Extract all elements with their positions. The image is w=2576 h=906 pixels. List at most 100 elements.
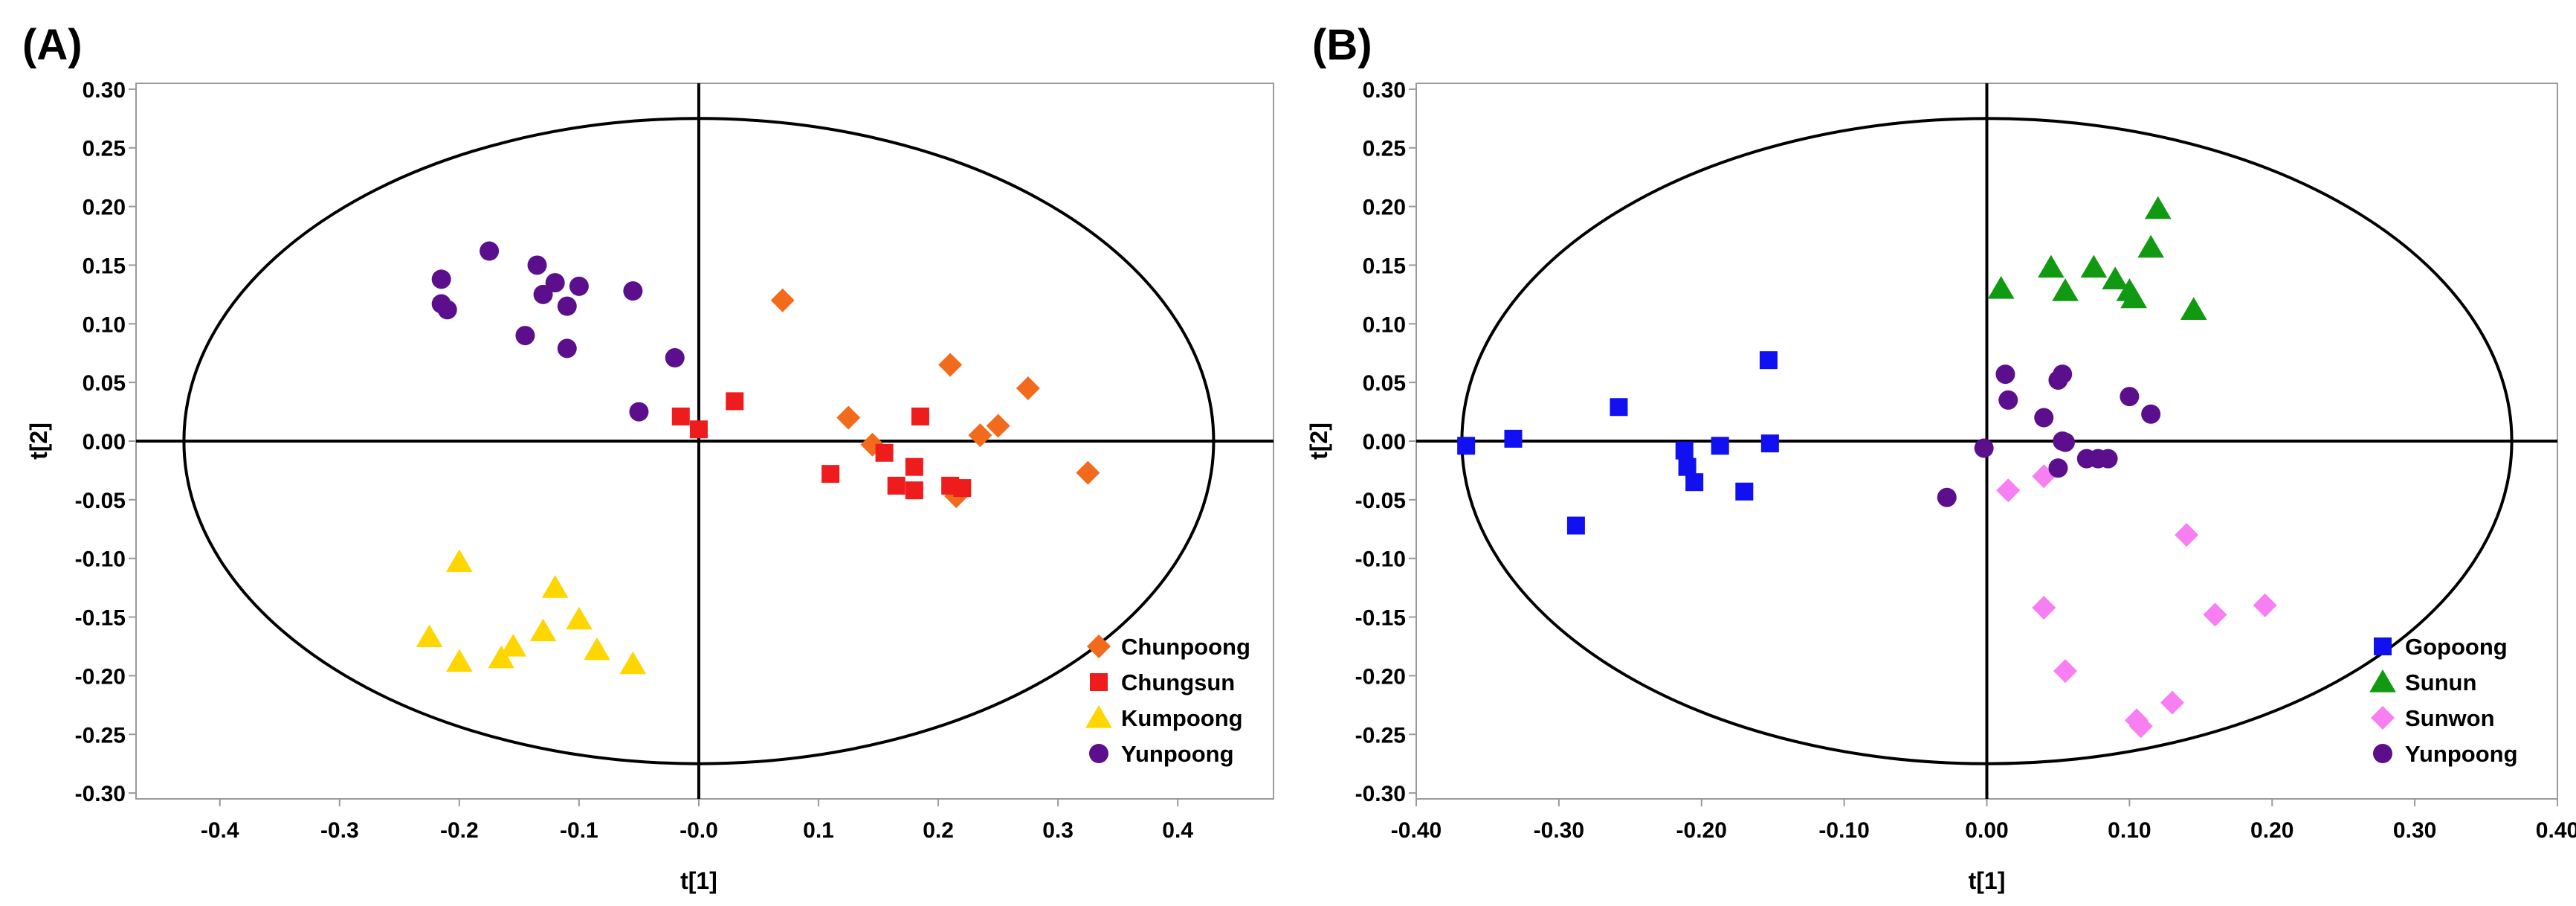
data-point	[905, 457, 923, 476]
data-point	[2088, 449, 2108, 469]
y-tick-label: 0.30	[83, 78, 126, 103]
data-point	[671, 407, 690, 425]
y-tick-label: -0.10	[1355, 547, 1406, 572]
data-point	[1998, 390, 2018, 410]
data-point	[480, 241, 500, 261]
y-tick-label: -0.15	[75, 606, 126, 631]
x-axis-label: t[1]	[1969, 867, 2006, 894]
y-tick-label: 0.20	[1363, 196, 1406, 220]
data-point	[2120, 387, 2140, 407]
data-point	[1675, 441, 1694, 460]
series-gopoong	[1457, 351, 1779, 535]
legend-label: Chungsun	[1121, 669, 1235, 695]
data-point	[416, 624, 443, 647]
data-point	[1987, 275, 2015, 299]
data-point	[1076, 460, 1100, 485]
data-point	[1711, 437, 1729, 455]
x-tick-label: -0.10	[1818, 818, 1869, 843]
legend-marker	[2371, 706, 2395, 730]
x-tick-label: 0.30	[2393, 818, 2436, 843]
x-tick-label: -0.30	[1534, 818, 1584, 843]
series-chunpoong	[770, 288, 1100, 509]
y-tick-label: -0.30	[1355, 782, 1406, 806]
y-tick-label: 0.00	[83, 430, 126, 454]
x-tick-label: 0.20	[2250, 818, 2293, 843]
chart-panel-a: (A)0.30 0.25 0.20 0.15 0.10 0.05 0.00 -0.05 -0.1…	[22, 21, 1274, 894]
legend-label: Chunpoong	[1121, 634, 1250, 660]
legend-marker	[1085, 705, 1112, 728]
legend-label: Sunun	[2405, 669, 2476, 695]
series-sunun	[1987, 196, 2207, 320]
data-point	[1995, 364, 2015, 385]
data-point	[569, 276, 589, 296]
data-point	[515, 326, 535, 346]
y-tick-label: -0.05	[1355, 489, 1406, 513]
series-chungsun	[671, 392, 972, 500]
x-axis-label: t[1]	[680, 867, 717, 894]
y-tick-label: 0.05	[83, 371, 126, 396]
series-kumpoong	[416, 549, 647, 675]
x-tick-label: 0.1	[803, 818, 834, 843]
x-tick-label: 0.2	[923, 818, 954, 843]
x-tick-label: -0.3	[320, 818, 359, 843]
data-point	[623, 281, 643, 301]
data-point	[665, 348, 685, 368]
series-yunpoong	[1937, 364, 2161, 507]
data-point	[545, 273, 565, 293]
data-point	[2137, 234, 2165, 258]
legend-marker	[2373, 744, 2392, 763]
data-point	[533, 284, 553, 304]
data-point	[619, 651, 647, 675]
y-tick-label: -0.15	[1355, 606, 1406, 631]
data-point	[566, 606, 593, 630]
y-tick-label: 0.00	[1363, 430, 1406, 454]
y-tick-label: -0.20	[75, 664, 126, 689]
panel-label: (B)	[1312, 21, 1372, 69]
y-tick-label: 0.15	[1363, 254, 1406, 278]
legend-marker	[1089, 744, 1108, 763]
data-point	[1760, 434, 1779, 453]
legend-label: Yunpoong	[2405, 741, 2518, 767]
y-tick-label: -0.30	[75, 782, 126, 806]
data-point	[875, 443, 894, 462]
data-point	[689, 420, 708, 439]
data-point	[905, 481, 923, 500]
legend-marker	[2369, 669, 2396, 693]
legend: Chunpoong Chungsun Kumpoong Yunpoong	[1085, 634, 1250, 767]
data-point	[2048, 370, 2068, 390]
data-point	[488, 645, 515, 669]
y-tick-label: 0.10	[1363, 312, 1406, 337]
data-point	[2102, 266, 2129, 289]
legend-marker	[1087, 634, 1111, 658]
data-point	[2141, 404, 2161, 424]
y-tick-label: 0.30	[1363, 78, 1406, 103]
data-point	[836, 405, 861, 430]
data-point	[1566, 516, 1585, 535]
data-point	[2253, 593, 2277, 617]
x-tick-label: 0.40	[2536, 818, 2576, 843]
data-point	[2034, 408, 2054, 428]
series-sunwon	[1996, 464, 2277, 739]
data-point	[437, 300, 457, 320]
data-point	[2056, 432, 2076, 452]
data-point	[2175, 523, 2199, 547]
y-tick-label: 0.05	[1363, 371, 1406, 396]
data-point	[557, 338, 577, 359]
x-tick-label: -0.40	[1391, 818, 1442, 843]
y-tick-label: 0.20	[83, 196, 126, 220]
data-point	[1678, 457, 1697, 476]
data-point	[887, 476, 906, 495]
data-point	[1996, 478, 2021, 503]
data-point	[629, 402, 649, 422]
data-point	[2180, 297, 2207, 320]
y-tick-label: 0.25	[1363, 137, 1406, 161]
data-point	[1504, 429, 1523, 448]
data-point	[2052, 278, 2079, 301]
y-tick-label: 0.10	[83, 312, 126, 337]
y-tick-label: -0.20	[1355, 664, 1406, 689]
y-tick-label: -0.25	[75, 723, 126, 748]
x-tick-label: -0.0	[679, 818, 718, 843]
y-tick-label: -0.10	[75, 547, 126, 572]
data-point	[2128, 714, 2153, 739]
